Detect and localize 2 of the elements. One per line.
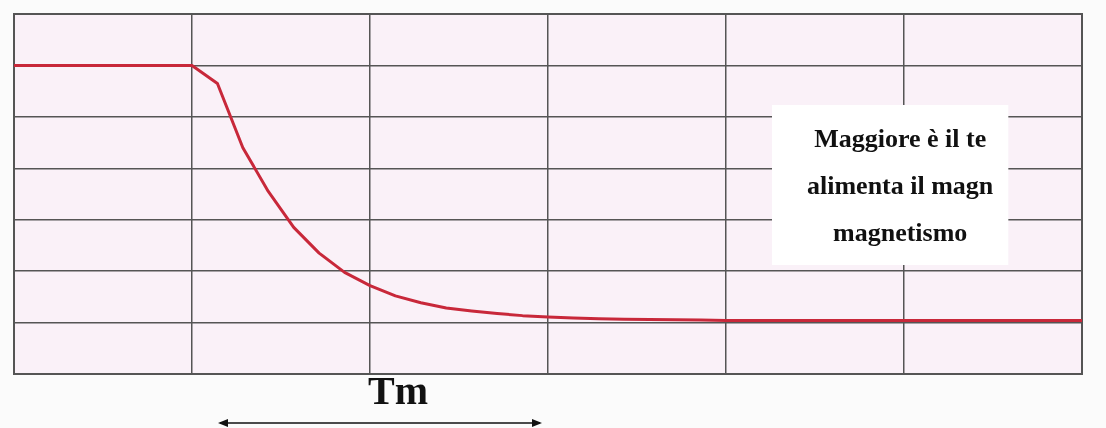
annotation: Maggiore è il te alimenta il magn magnetismo	[806, 123, 994, 247]
text: Tm	[368, 368, 428, 414]
